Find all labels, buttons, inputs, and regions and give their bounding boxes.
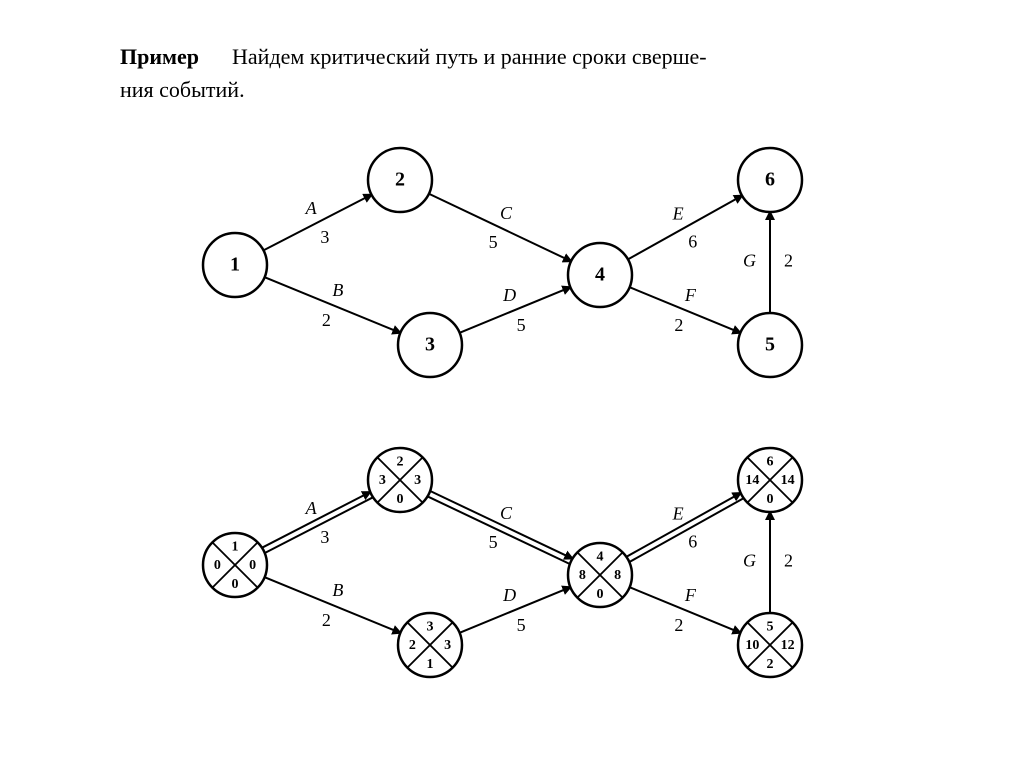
edge-weight: 5 xyxy=(489,532,498,552)
node-q-bottom: 0 xyxy=(232,577,239,592)
node-q-left: 0 xyxy=(214,558,221,573)
edge-weight: 2 xyxy=(674,615,683,635)
node-q-bottom: 1 xyxy=(427,657,434,672)
edge-weight: 6 xyxy=(688,532,697,552)
node-label: 5 xyxy=(765,334,775,356)
node-q-top: 5 xyxy=(767,620,774,635)
network-diagram: A3B2C5D5E6F2G2123456A3B2C5D5E6F2G2100023… xyxy=(0,0,1024,767)
edge-label: D xyxy=(502,585,516,605)
edge-label: A xyxy=(305,498,318,518)
edge-weight: 2 xyxy=(784,251,793,271)
node-q-bottom: 0 xyxy=(767,492,774,507)
edge-label: E xyxy=(672,503,684,523)
edge-weight: 5 xyxy=(517,315,526,335)
node-label: 1 xyxy=(230,254,240,276)
node-label: 3 xyxy=(425,334,435,356)
node-q-right: 0 xyxy=(249,558,256,573)
edge-label: A xyxy=(305,198,318,218)
edge-label: G xyxy=(743,251,756,271)
node-q-top: 6 xyxy=(767,455,774,470)
node-q-right: 8 xyxy=(614,568,621,583)
node-q-bottom: 0 xyxy=(397,492,404,507)
edge-weight: 3 xyxy=(320,227,329,247)
edge-weight: 5 xyxy=(489,232,498,252)
edge-weight: 2 xyxy=(322,610,331,630)
node-q-right: 12 xyxy=(781,638,795,653)
edge-weight: 5 xyxy=(517,615,526,635)
node-q-bottom: 2 xyxy=(767,657,774,672)
edge-weight: 6 xyxy=(688,232,697,252)
edge-label: F xyxy=(684,285,697,305)
node-q-left: 8 xyxy=(579,568,586,583)
node-q-bottom: 0 xyxy=(597,587,604,602)
edge-label: E xyxy=(672,203,684,223)
edge-weight: 2 xyxy=(674,315,683,335)
node-q-left: 10 xyxy=(745,638,759,653)
edge-weight: 2 xyxy=(322,310,331,330)
node-q-top: 4 xyxy=(597,550,604,565)
edge-label: C xyxy=(500,203,513,223)
node-q-left: 2 xyxy=(409,638,416,653)
edge-weight: 3 xyxy=(320,527,329,547)
node-q-right: 3 xyxy=(414,473,421,488)
node-label: 4 xyxy=(595,264,605,286)
node-label: 2 xyxy=(395,169,405,191)
node-q-top: 3 xyxy=(427,620,434,635)
edge-label: F xyxy=(684,585,697,605)
node-label: 6 xyxy=(765,169,775,191)
node-q-left: 14 xyxy=(745,473,759,488)
node-q-right: 14 xyxy=(781,473,795,488)
node-q-top: 1 xyxy=(232,540,239,555)
node-q-right: 3 xyxy=(444,638,451,653)
edge-label: G xyxy=(743,551,756,571)
edge-weight: 2 xyxy=(784,551,793,571)
edge-label: C xyxy=(500,503,513,523)
edge-label: B xyxy=(332,280,343,300)
node-q-left: 3 xyxy=(379,473,386,488)
node-q-top: 2 xyxy=(397,455,404,470)
edge-label: B xyxy=(332,580,343,600)
edge-label: D xyxy=(502,285,516,305)
